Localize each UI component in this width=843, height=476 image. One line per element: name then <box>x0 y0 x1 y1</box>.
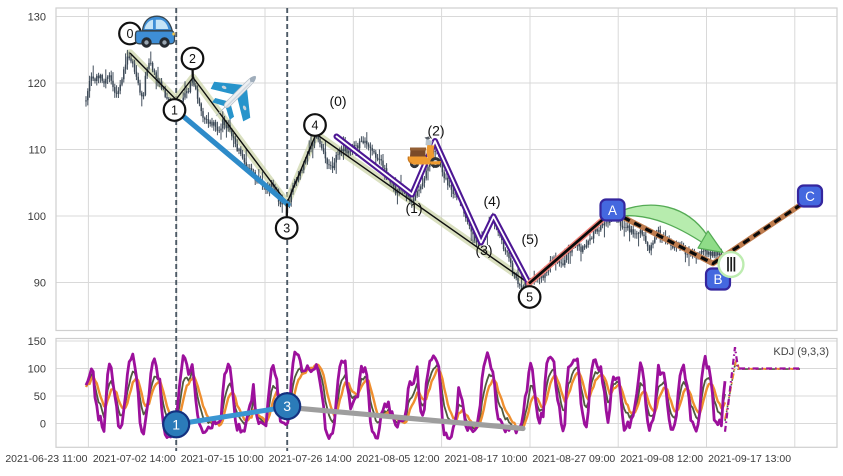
svg-text:2021-09-08 12:00: 2021-09-08 12:00 <box>620 453 703 465</box>
svg-text:2021-08-17 10:00: 2021-08-17 10:00 <box>444 453 527 465</box>
svg-text:3: 3 <box>283 398 291 414</box>
svg-text:KDJ (9,3,3): KDJ (9,3,3) <box>773 346 829 358</box>
svg-text:(4): (4) <box>483 193 500 209</box>
svg-text:(2): (2) <box>427 123 444 139</box>
svg-text:4: 4 <box>312 118 319 132</box>
svg-text:100: 100 <box>28 211 46 223</box>
svg-text:(1): (1) <box>405 200 422 216</box>
svg-text:2: 2 <box>189 52 196 66</box>
svg-text:130: 130 <box>28 12 46 24</box>
svg-text:2021-07-15 10:00: 2021-07-15 10:00 <box>181 453 264 465</box>
svg-text:150: 150 <box>28 336 46 348</box>
svg-text:0: 0 <box>40 419 46 431</box>
svg-text:2021-07-26 14:00: 2021-07-26 14:00 <box>269 453 352 465</box>
svg-text:2021-07-02 14:00: 2021-07-02 14:00 <box>93 453 176 465</box>
svg-text:2021-08-27 09:00: 2021-08-27 09:00 <box>532 453 615 465</box>
svg-text:3: 3 <box>283 221 290 235</box>
svg-text:110: 110 <box>28 145 46 157</box>
svg-text:2021-09-17 13:00: 2021-09-17 13:00 <box>708 453 791 465</box>
svg-text:(5): (5) <box>521 231 538 247</box>
svg-text:120: 120 <box>28 78 46 90</box>
svg-text:A: A <box>608 203 617 218</box>
svg-text:2021-06-23 11:00: 2021-06-23 11:00 <box>5 453 87 465</box>
svg-text:100: 100 <box>28 364 46 376</box>
svg-text:B: B <box>713 272 722 287</box>
svg-text:(0): (0) <box>329 93 346 109</box>
svg-text:2021-08-05 12:00: 2021-08-05 12:00 <box>357 453 440 465</box>
svg-text:(3): (3) <box>475 242 492 258</box>
svg-text:5: 5 <box>526 290 533 304</box>
svg-text:C: C <box>805 189 815 204</box>
svg-text:1: 1 <box>172 416 180 432</box>
svg-text:50: 50 <box>34 391 46 403</box>
svg-text:0: 0 <box>127 27 134 41</box>
svg-text:90: 90 <box>34 278 46 290</box>
svg-text:1: 1 <box>171 103 178 117</box>
